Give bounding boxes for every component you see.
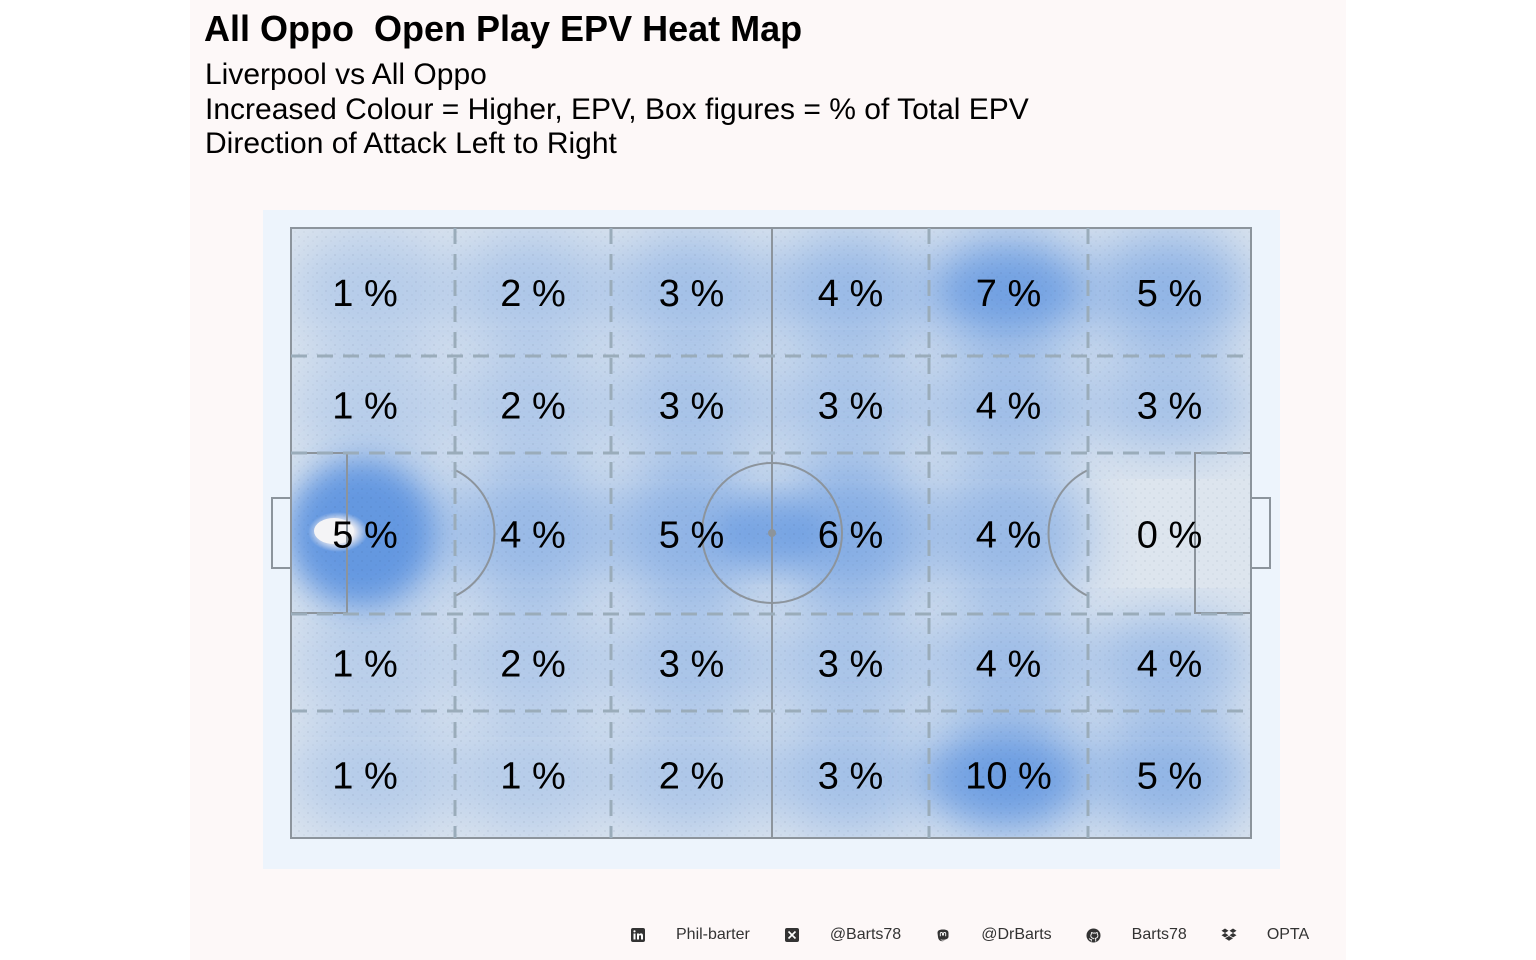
centre-circle (701, 462, 843, 604)
zone-label: 1 % (332, 386, 397, 428)
zone-label: 5 % (1137, 756, 1202, 798)
zone-label: 5 % (332, 515, 397, 557)
zone-grid (291, 228, 1251, 838)
caption-mastodon-text: @DrBarts (981, 926, 1052, 943)
github-icon (1086, 927, 1102, 943)
zone-label: 3 % (1137, 386, 1202, 428)
zone-label: 1 % (500, 756, 565, 798)
caption-x-text: @Barts78 (829, 926, 902, 943)
dropbox-icon (1221, 927, 1237, 943)
subtitle-line-2: Increased Colour = Higher, EPV, Box figu… (205, 93, 1029, 126)
zone-label: 3 % (818, 644, 883, 686)
zone-label: 3 % (818, 756, 883, 798)
zone-label: 2 % (500, 273, 565, 315)
zone-label: 3 % (659, 386, 724, 428)
density-hotspot (308, 512, 368, 552)
zone-label: 10 % (965, 756, 1052, 798)
zone-label: 3 % (659, 644, 724, 686)
zone-label: 4 % (818, 273, 883, 315)
linkedin-icon (630, 927, 646, 943)
zone-label: 4 % (976, 644, 1041, 686)
mastodon-icon (935, 927, 951, 943)
x-twitter-icon (784, 927, 800, 943)
zone-label: 5 % (659, 515, 724, 557)
zone-label: 6 % (818, 515, 883, 557)
zone-label: 7 % (976, 273, 1041, 315)
zone-label: 0 % (1137, 515, 1202, 557)
zone-label: 2 % (659, 756, 724, 798)
zone-label: 4 % (976, 386, 1041, 428)
zone-label: 5 % (1137, 273, 1202, 315)
centre-spot (768, 529, 776, 537)
zone-label: 1 % (332, 644, 397, 686)
subtitle-line-1: Liverpool vs All Oppo (205, 58, 487, 91)
caption-github-text: Barts78 (1131, 926, 1187, 943)
left-goal (271, 497, 292, 569)
density-peak-core (314, 518, 354, 544)
caption-bar: Phil-barter @Barts78 @DrBarts Barts78 OP… (630, 922, 1343, 948)
right-penalty-arc (1047, 469, 1089, 597)
left-penalty-arc (454, 469, 496, 597)
zone-label: 2 % (500, 644, 565, 686)
zone-label: 3 % (659, 273, 724, 315)
zone-label: 2 % (500, 386, 565, 428)
pitch-markings (271, 227, 1271, 839)
caption-source-text: OPTA (1266, 926, 1310, 943)
zone-label: 4 % (500, 515, 565, 557)
zone-label: 1 % (332, 273, 397, 315)
zone-label: 4 % (976, 515, 1041, 557)
caption-linkedin-text: Phil-barter (676, 926, 750, 943)
zone-labels: 1 % 2 % 3 % 4 % 7 % 5 % 1 % 2 % 3 % 3 % 4 % 3 % 5 % 4… (332, 273, 1202, 798)
right-goal (1250, 497, 1271, 569)
subtitle-line-3: Direction of Attack Left to Right (205, 127, 617, 160)
zone-label: 4 % (1137, 644, 1202, 686)
zone-label: 3 % (818, 386, 883, 428)
chart-title: All Oppo Open Play EPV Heat Map (204, 8, 803, 49)
zone-label: 1 % (332, 756, 397, 798)
